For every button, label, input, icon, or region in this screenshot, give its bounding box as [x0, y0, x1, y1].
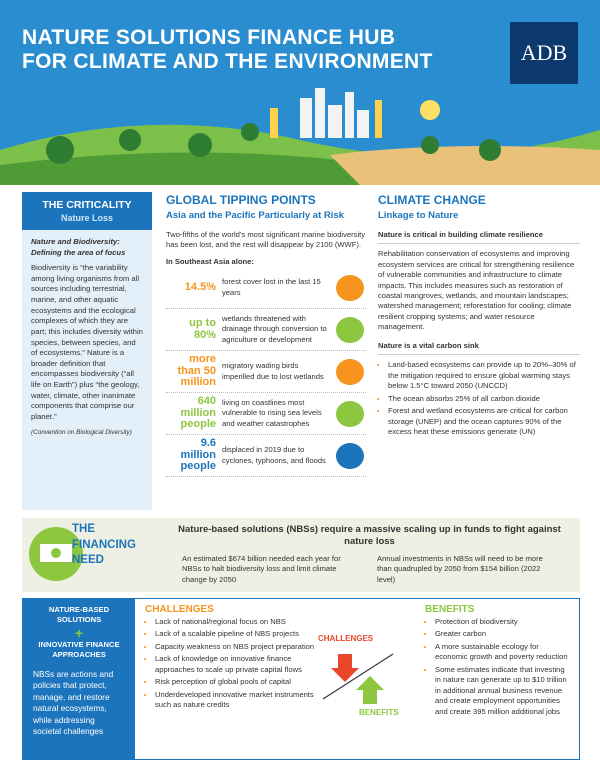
- heading: Nature is a vital carbon sink: [378, 341, 580, 356]
- benefits-title: BENEFITS: [425, 604, 475, 615]
- section-subtitle: Asia and the Pacific Particularly at Ris…: [166, 209, 344, 221]
- stat-icon: [336, 400, 364, 427]
- bullet-list: Land-based ecosystems can provide up to …: [378, 360, 580, 437]
- stat-value: more than 50 million: [177, 353, 216, 389]
- list-item: Underdeveloped innovative market instrum…: [155, 690, 315, 711]
- stat-icon: [336, 316, 364, 343]
- stat-row: 9.6 million people displaced in 2019 due …: [166, 435, 366, 478]
- title: NATURE SOLUTIONS FINANCE HUB FOR CLIMATE …: [22, 26, 433, 74]
- list-item: Land-based ecosystems can provide up to …: [388, 360, 580, 391]
- section-title: GLOBAL TIPPING POINTS: [166, 193, 316, 207]
- stat-icon: [336, 274, 364, 301]
- list-item: Lack of a scalable pipeline of NBS proje…: [155, 629, 315, 639]
- stat-row: 640 million people living on coastlines m…: [166, 393, 366, 436]
- criticality-panel: THE CRITICALITY Nature Loss Nature and Bi…: [22, 192, 152, 510]
- list-item: Risk perception of global pools of capit…: [155, 677, 315, 687]
- financing-band: THE FINANCING NEED Nature-based solutions …: [22, 518, 580, 592]
- stat-row: more than 50 million migratory wading bir…: [166, 351, 366, 394]
- financing-label: THE FINANCING NEED: [72, 523, 136, 567]
- section-title: CLIMATE CHANGE: [378, 193, 486, 207]
- list-item: Forest and wetland ecosystems are critic…: [388, 406, 580, 437]
- solutions-label: NATURE-BASED SOLUTIONS + INNOVATIVE FINA…: [23, 599, 135, 759]
- financing-item: An estimated $674 billion needed each ye…: [182, 554, 341, 584]
- stat-text: displaced in 2019 due to cyclones, typho…: [222, 445, 326, 465]
- stat-text: living on coastlines most vulnerable to …: [222, 397, 322, 428]
- financing-heading: Nature-based solutions (NBSs) require a …: [178, 524, 561, 548]
- heading: Nature is critical in building climate r…: [378, 230, 580, 245]
- section-subtitle: Linkage to Nature: [378, 209, 459, 221]
- stat-icon: [336, 358, 364, 385]
- list-item: Some estimates indicate that investing i…: [435, 665, 570, 717]
- header-art: [0, 0, 600, 185]
- stat-value: 9.6 million people: [180, 437, 216, 473]
- list-item: Greater carbon: [435, 629, 570, 639]
- list-item: The ocean absorbs 25% of all carbon diox…: [388, 394, 580, 404]
- intro: Two-fifths of the world’s most significa…: [166, 229, 366, 250]
- stat-value: 14.5%: [184, 280, 216, 293]
- stat-text: forest cover lost in the last 15 years: [222, 277, 321, 297]
- criticality-body: Biodiversity is “the variability among l…: [31, 263, 143, 421]
- benefits-list: Protection of biodiversity Greater carbon…: [425, 617, 570, 717]
- diagram: [322, 653, 394, 704]
- stat-text: wetlands threatened with drainage throug…: [222, 313, 327, 344]
- criticality-heading: Nature and Biodiversity: Defining the ar…: [31, 236, 126, 257]
- citation: (Convention on Biological Diversity): [31, 428, 132, 436]
- list-item: Lack of knowledge on innovative finance …: [155, 654, 315, 675]
- stat-icon: [336, 442, 364, 469]
- paragraph: Rehabilitation conservation of ecosystem…: [378, 249, 575, 332]
- challenges-list: Lack of national/regional focus on NBS La…: [145, 617, 315, 711]
- criticality-header: THE CRITICALITY Nature Loss: [22, 192, 152, 230]
- solutions-box: NATURE-BASED SOLUTIONS + INNOVATIVE FINA…: [22, 598, 580, 760]
- stat-row: 14.5% forest cover lost in the last 15 ye…: [166, 267, 366, 310]
- climate-section: CLIMATE CHANGE Linkage to Nature Nature …: [378, 192, 580, 440]
- logo: ADB: [510, 22, 578, 84]
- stat-row: up to 80% wetlands threatened with draina…: [166, 309, 366, 352]
- diagram-label: BENEFITS: [359, 708, 399, 717]
- lead: In Southeast Asia alone:: [166, 256, 254, 266]
- stat-text: migratory wading birds imperilled due to…: [222, 361, 324, 381]
- list-item: Capacity weakness on NBS project prepara…: [155, 642, 315, 652]
- list-item: Protection of biodiversity: [435, 617, 570, 627]
- list-item: A more sustainable ecology for economic …: [435, 642, 570, 663]
- stat-value: 640 million people: [180, 395, 216, 431]
- challenges-title: CHALLENGES: [145, 604, 214, 615]
- stat-value: up to 80%: [189, 317, 216, 341]
- financing-item: Annual investments in NBSs will need to …: [377, 554, 543, 584]
- diagram-label: CHALLENGES: [318, 634, 374, 643]
- tipping-section: GLOBAL TIPPING POINTS Asia and the Pacif…: [166, 192, 366, 478]
- list-item: Lack of national/regional focus on NBS: [155, 617, 315, 627]
- money-icon: [29, 527, 83, 581]
